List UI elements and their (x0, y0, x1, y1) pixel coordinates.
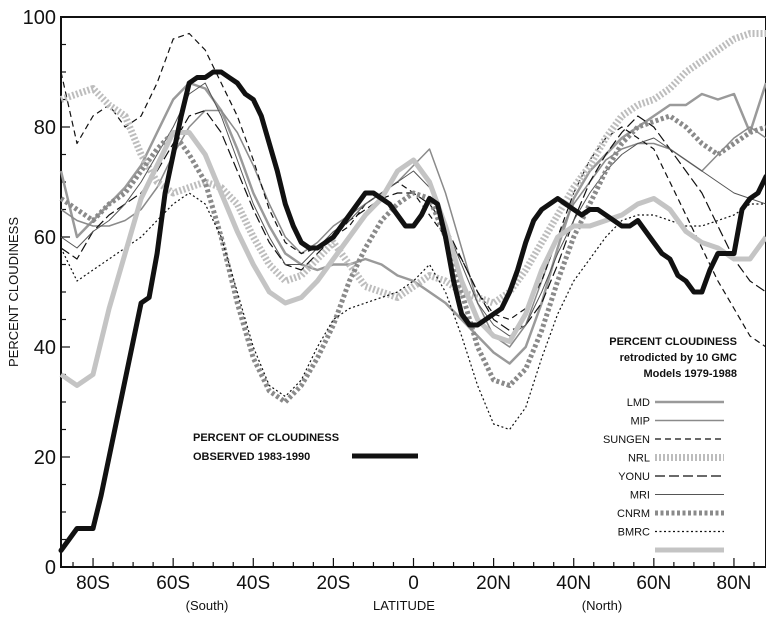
y-tick-label: 40 (34, 337, 56, 359)
legend-label-lmd: LMD (627, 397, 650, 409)
y-tick-label: 100 (23, 7, 56, 29)
series-line-lmd (59, 81, 766, 365)
x-tick-label: 20N (476, 573, 511, 594)
legend-label-sungen: SUNGEN (603, 434, 650, 446)
x-tick-label: 40N (556, 573, 591, 594)
legend-label-nrl: NRL (628, 453, 650, 465)
y-tick-label: 60 (34, 227, 56, 249)
y-tick-label: 0 (45, 557, 56, 579)
x-sublabel-north: (North) (582, 598, 622, 613)
legend-label-yonu: YONU (618, 471, 650, 483)
series-line-bmrc (60, 192, 766, 431)
legend-label-mip: MIP (630, 416, 650, 428)
legend: PERCENT CLOUDINESS retrodicted by 10 GMC… (603, 336, 737, 553)
x-axis-ticks: 80S 60S 40S 20S 0 20N 40N 60N 80N (72, 558, 755, 594)
observed-label-line-2: OBSERVED 1983-1990 (193, 451, 310, 463)
x-tick-label: 60S (156, 573, 190, 594)
observed-annotation: PERCENT OF CLOUDINESS OBSERVED 1983-1990 (193, 432, 418, 463)
series-line-mri (60, 82, 766, 337)
series-line-nrl (59, 30, 766, 307)
y-axis-ticks: 0 20 40 60 80 100 (23, 7, 70, 579)
series-line-mip (60, 109, 766, 348)
x-axis-title: LATITUDE (373, 598, 435, 613)
legend-title-line-2: retrodicted by 10 GMC (620, 352, 737, 364)
series-line-observed (58, 69, 766, 553)
x-tick-label: 80N (717, 573, 752, 594)
observed-layer (58, 69, 766, 553)
observed-label-line-1: PERCENT OF CLOUDINESS (193, 432, 339, 444)
x-sublabel-south: (South) (186, 598, 229, 613)
legend-title-line-3: Models 1979-1988 (643, 368, 737, 380)
y-tick-label: 80 (34, 117, 56, 139)
legend-label-bmrc: BMRC (618, 527, 650, 539)
y-tick-label: 20 (34, 447, 56, 469)
x-tick-label: 60N (636, 573, 671, 594)
legend-label-mri: MRI (630, 490, 650, 502)
plot-frame (60, 16, 766, 568)
legend-title-line-1: PERCENT CLOUDINESS (609, 336, 737, 348)
legend-label-cnrm: CNRM (617, 508, 650, 520)
x-tick-label: 20S (316, 573, 350, 594)
legend-entries: LMD MIP SUNGEN NRL YONU MRI CNRM BMRC (603, 397, 724, 553)
y-axis-title: PERCENT CLOUDINESS (6, 217, 21, 367)
x-tick-label: 80S (76, 573, 110, 594)
x-tick-label: 0 (408, 573, 419, 594)
x-tick-label: 40S (236, 573, 270, 594)
